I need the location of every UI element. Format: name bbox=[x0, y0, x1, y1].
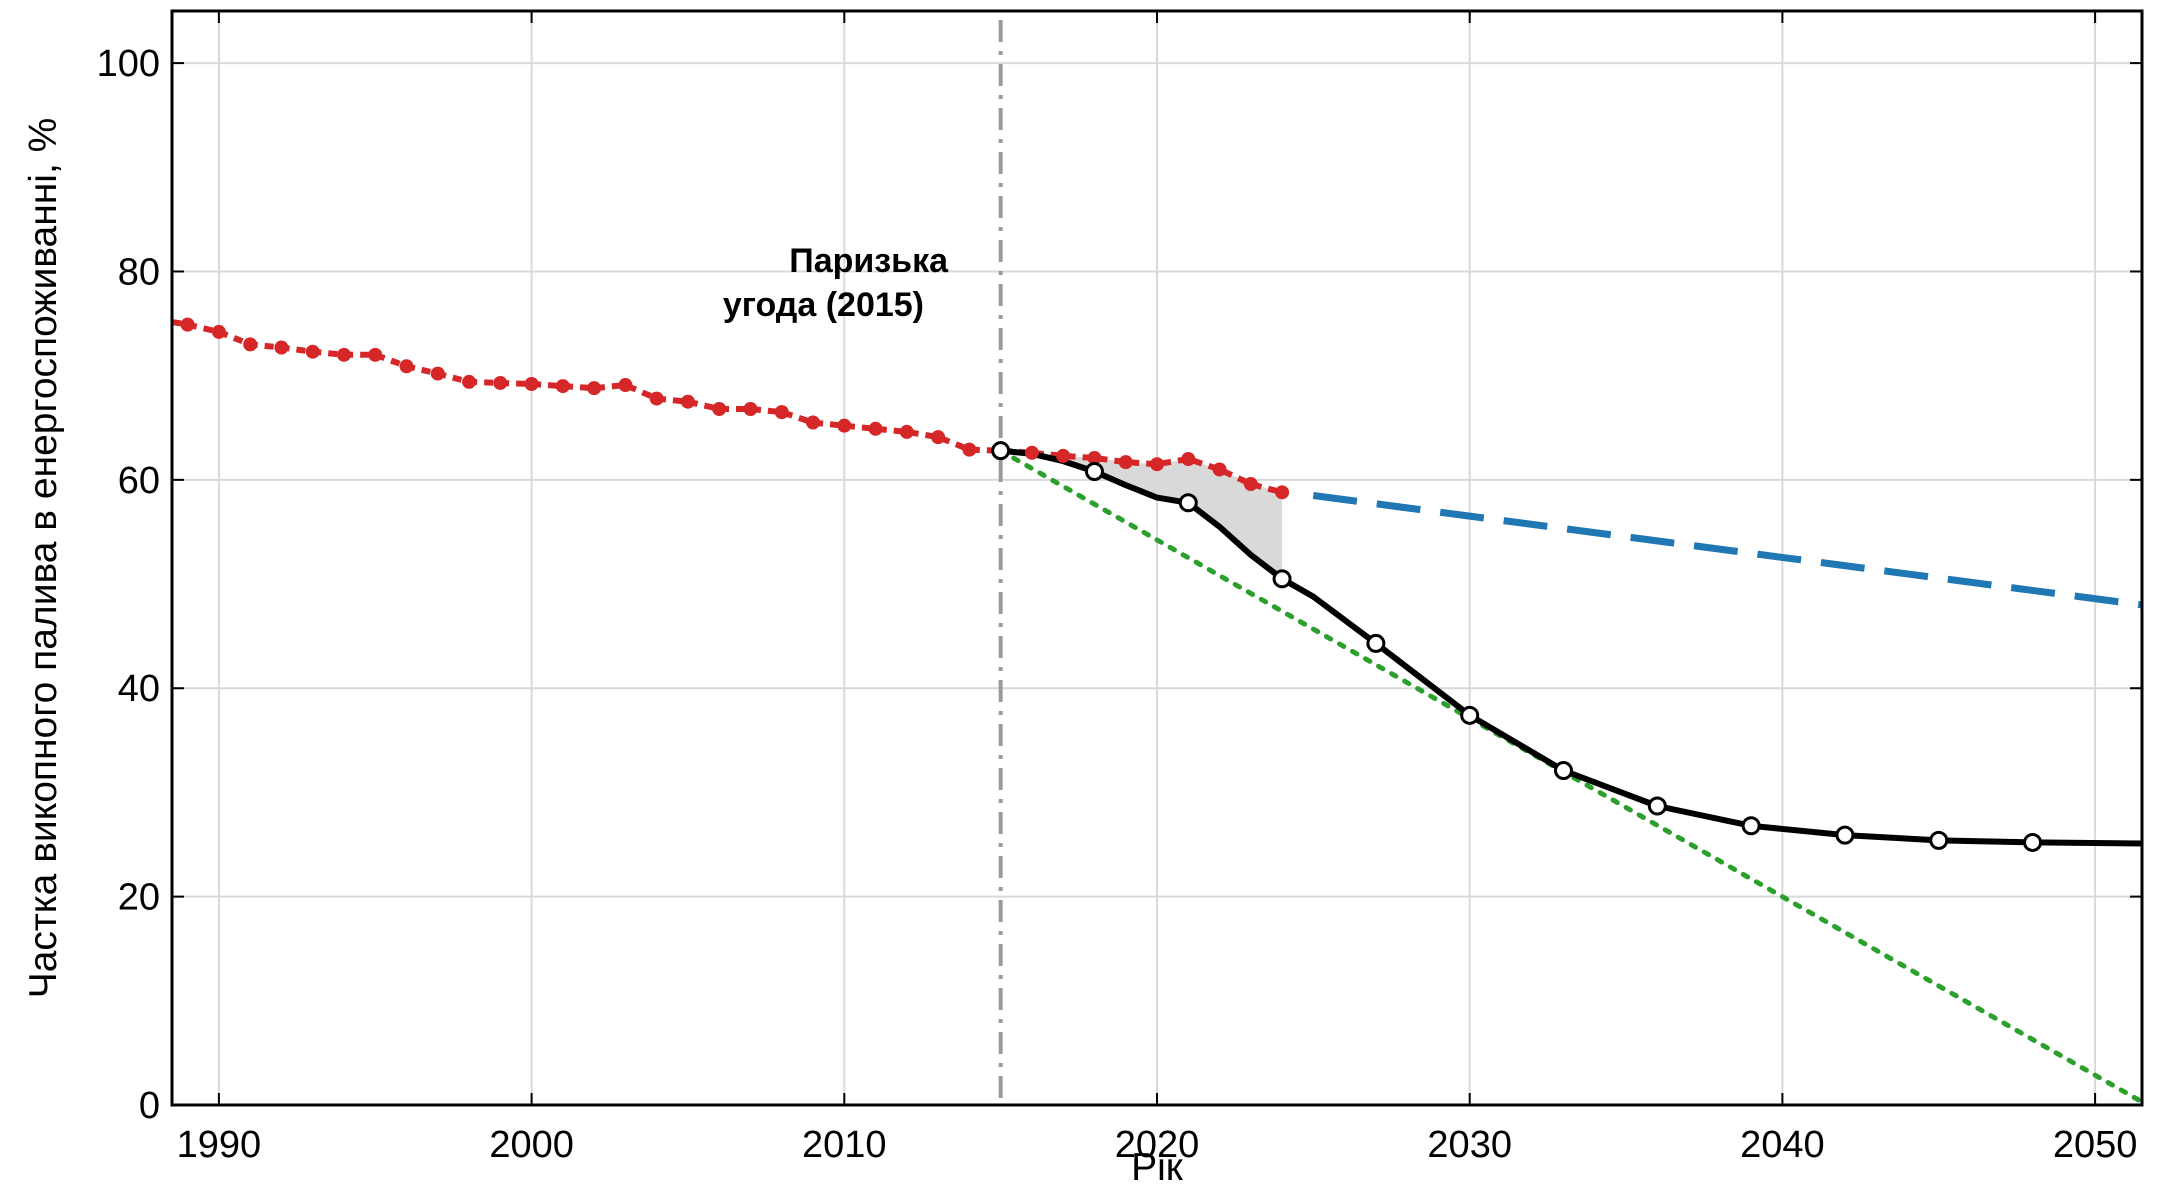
red-point bbox=[430, 366, 445, 381]
black-point bbox=[1178, 493, 1198, 513]
annotation-line-2: угода (2015) bbox=[723, 286, 924, 324]
black-point bbox=[1084, 462, 1104, 482]
red-point bbox=[1212, 462, 1227, 477]
y-tick-label: 0 bbox=[139, 1085, 160, 1127]
y-axis-title: Частка викопного палива в енергоспоживан… bbox=[22, 118, 65, 999]
x-tick-label: 1990 bbox=[177, 1124, 262, 1166]
red-point bbox=[868, 421, 883, 436]
red-point bbox=[899, 424, 914, 439]
red-point bbox=[555, 379, 570, 394]
red-point bbox=[274, 340, 289, 355]
x-tick-label: 2010 bbox=[802, 1124, 887, 1166]
black-point bbox=[1272, 569, 1292, 589]
red-point bbox=[1087, 450, 1102, 465]
annotation-line-1: Паризька bbox=[789, 242, 949, 280]
green-target-line bbox=[998, 448, 2142, 1105]
red-point bbox=[931, 430, 946, 445]
x-tick-label: 2020 bbox=[1115, 1124, 1200, 1166]
y-tick-label: 80 bbox=[118, 251, 160, 293]
black-point bbox=[1460, 705, 1480, 725]
data-series bbox=[172, 318, 2142, 1105]
black-pathway-line bbox=[1000, 447, 2142, 847]
blue-trend-line bbox=[1312, 492, 2142, 609]
red-point bbox=[587, 381, 602, 396]
red-point bbox=[806, 415, 821, 430]
red-point bbox=[399, 359, 414, 374]
black-point bbox=[2023, 832, 2043, 852]
black-point bbox=[1835, 825, 1855, 845]
red-point bbox=[618, 378, 633, 393]
y-tick-label: 100 bbox=[97, 43, 160, 85]
red-point bbox=[1150, 457, 1164, 472]
black-point bbox=[1929, 830, 1949, 850]
x-tick-label: 2050 bbox=[2053, 1124, 2138, 1166]
black-point bbox=[991, 441, 1011, 461]
red-point bbox=[774, 405, 789, 420]
black-point bbox=[1554, 761, 1574, 781]
red-point bbox=[305, 344, 320, 359]
red-point bbox=[493, 375, 508, 390]
red-point bbox=[680, 394, 695, 409]
red-point bbox=[462, 374, 477, 389]
red-point bbox=[1275, 485, 1290, 500]
red-point bbox=[211, 324, 226, 339]
red-point bbox=[649, 391, 664, 406]
red-point bbox=[1024, 445, 1039, 460]
red-point bbox=[743, 402, 758, 417]
red-point bbox=[149, 312, 163, 326]
gap-fill-area bbox=[1000, 450, 1283, 579]
y-tick-label: 40 bbox=[118, 668, 160, 710]
red-point bbox=[368, 347, 383, 362]
gap-fill-polygon bbox=[1000, 450, 1283, 579]
black-point bbox=[1366, 633, 1386, 653]
y-tick-label: 60 bbox=[118, 460, 160, 502]
grid-lines bbox=[172, 11, 2142, 1106]
red-point bbox=[1243, 477, 1258, 492]
y-tick-label: 20 bbox=[118, 877, 160, 919]
red-point bbox=[1118, 455, 1133, 470]
red-point bbox=[180, 317, 195, 332]
red-point bbox=[1056, 448, 1071, 463]
black-point bbox=[1647, 796, 1667, 816]
x-tick-label: 2000 bbox=[489, 1124, 574, 1166]
red-point bbox=[336, 347, 351, 362]
red-point bbox=[1181, 452, 1196, 467]
red-point bbox=[243, 337, 258, 352]
red-point bbox=[712, 402, 727, 417]
x-tick-label: 2030 bbox=[1427, 1124, 1512, 1166]
axis-ticks bbox=[172, 11, 2142, 1106]
black-point bbox=[1741, 816, 1761, 836]
red-point bbox=[837, 418, 852, 433]
x-axis-title: Рік bbox=[1131, 1146, 1184, 1189]
red-point bbox=[962, 442, 977, 457]
red-point bbox=[524, 377, 539, 392]
data-markers bbox=[149, 312, 2043, 852]
x-tick-label: 2040 bbox=[1740, 1124, 1825, 1166]
